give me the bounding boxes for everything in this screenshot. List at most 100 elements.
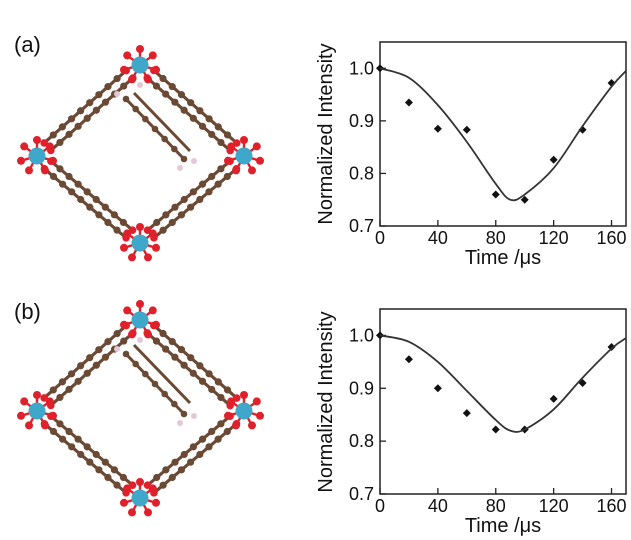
x-tick-label-a: 0 — [375, 228, 385, 248]
oxygen-atom — [152, 243, 160, 252]
carbon-atom — [152, 337, 161, 345]
oxygen-atom — [136, 478, 144, 486]
linker-bond — [152, 422, 238, 495]
carbon-atom — [159, 329, 167, 338]
data-point-b — [462, 409, 471, 418]
carbon-atom — [86, 203, 94, 211]
oxygen-atom — [152, 498, 160, 507]
x-tick-label-a: 160 — [597, 228, 627, 248]
data-point-a — [520, 195, 529, 204]
oxygen-atom — [136, 223, 144, 231]
carbon-atom — [95, 346, 103, 354]
data-point-b — [491, 425, 500, 434]
data-point-b — [433, 384, 442, 393]
carbon-atom — [162, 466, 170, 474]
carbon-atom — [177, 466, 186, 474]
plot-frame-b — [379, 308, 627, 495]
oxygen-atom — [20, 397, 29, 406]
carbon-atom — [180, 106, 188, 114]
x-tick-label-b: 120 — [539, 496, 569, 516]
oxygen-atom — [144, 508, 152, 517]
oxygen-atom — [148, 51, 157, 60]
data-point-a — [404, 98, 413, 107]
carbon-atom — [205, 115, 213, 123]
carbon-atom — [208, 385, 216, 394]
oxygen-atom — [227, 397, 236, 406]
carbon-atom — [168, 82, 176, 91]
linker-bond — [146, 331, 232, 407]
carbon-atom — [214, 180, 222, 188]
carbon-atom — [104, 83, 112, 91]
carbon-atom — [180, 361, 188, 369]
oxygen-atom — [33, 391, 41, 399]
metal-atom — [131, 234, 149, 252]
carbon-atom — [86, 354, 94, 362]
carbon-atom — [56, 393, 64, 402]
data-point-a — [433, 124, 442, 133]
plot-frame-a — [379, 41, 627, 227]
carbon-atom — [180, 450, 188, 459]
framework-structure-b — [17, 300, 264, 517]
carbon-atom — [68, 443, 76, 451]
chart-b: Normalized Intensity Time /μs 0 40 80 120 16… — [315, 308, 627, 537]
oxygen-atom — [248, 166, 256, 175]
linker-bond — [152, 69, 238, 145]
carbon-atom — [198, 180, 207, 188]
oxygen-atom — [248, 421, 256, 430]
carbon-atom — [187, 99, 195, 107]
carbon-atom — [217, 165, 225, 173]
carbon-atom — [162, 90, 170, 98]
guest-bond — [132, 343, 192, 405]
oxygen-atom — [128, 253, 136, 262]
x-axis-label-a: Time /μs — [465, 247, 541, 269]
linker-bond — [43, 422, 128, 495]
linker-bond — [43, 167, 128, 240]
carbon-atom — [208, 427, 216, 436]
carbon-atom — [56, 138, 64, 147]
carbon-atom — [58, 378, 67, 386]
carbon-atom — [56, 420, 64, 428]
guest-carbon-atom — [161, 135, 168, 143]
oxygen-atom — [17, 411, 25, 420]
linker-bond — [43, 324, 128, 400]
carbon-atom — [159, 74, 167, 83]
carbon-atom — [198, 377, 207, 385]
data-point-a — [376, 64, 384, 73]
oxygen-atom — [123, 306, 132, 315]
oxygen-atom — [136, 300, 144, 308]
carbon-atom — [187, 458, 195, 466]
carbon-atom — [223, 386, 232, 394]
carbon-atom — [49, 131, 57, 139]
carbon-atom — [153, 473, 161, 482]
oxygen-atom — [33, 136, 41, 144]
x-tick-label-a: 120 — [539, 228, 569, 248]
carbon-atom — [214, 435, 222, 443]
carbon-atom — [101, 353, 110, 361]
carbon-atom — [168, 218, 176, 227]
carbon-atom — [113, 74, 121, 83]
carbon-atom — [189, 188, 197, 196]
carbon-atom — [92, 106, 100, 114]
carbon-atom — [120, 82, 128, 90]
oxygen-atom — [120, 65, 128, 74]
data-point-b — [404, 355, 413, 364]
metal-atom — [28, 147, 46, 165]
carbon-atom — [223, 172, 231, 181]
carbon-atom — [177, 211, 186, 219]
linker-bond — [49, 414, 134, 487]
carbon-atom — [214, 123, 222, 131]
carbon-atom — [101, 98, 110, 106]
oxygen-atom — [148, 484, 157, 493]
y-tick-label-a: 0.8 — [349, 163, 374, 183]
carbon-atom — [153, 218, 161, 227]
carbon-atom — [196, 107, 204, 115]
carbon-atom — [74, 435, 82, 443]
linker-bond — [146, 414, 232, 487]
oxygen-atom — [252, 142, 261, 151]
carbon-atom — [95, 91, 103, 99]
carbon-atom — [65, 130, 73, 138]
fit-curve-a — [379, 67, 627, 202]
guest-carbon-atom — [161, 390, 168, 398]
oxygen-atom — [123, 229, 132, 238]
oxygen-atom — [240, 391, 248, 399]
